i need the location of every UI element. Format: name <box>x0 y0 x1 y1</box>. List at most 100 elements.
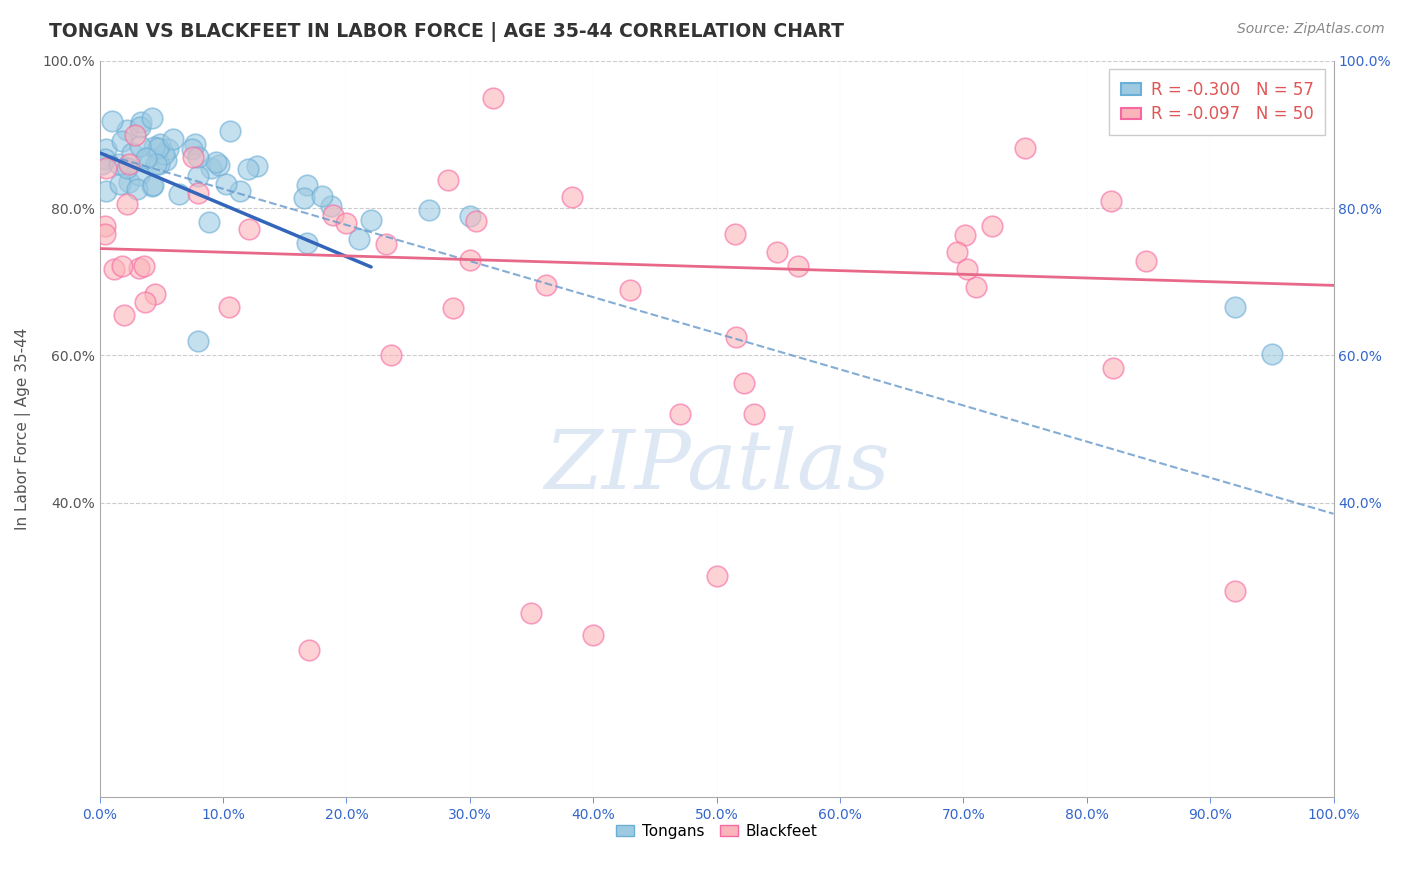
Point <box>152 147 174 161</box>
Point <box>458 209 481 223</box>
Point <box>766 245 789 260</box>
Point <box>723 227 745 242</box>
Point <box>146 140 169 154</box>
Point <box>236 161 259 176</box>
Point <box>187 150 209 164</box>
Point <box>112 309 135 323</box>
Point <box>135 151 157 165</box>
Point <box>181 150 204 164</box>
Point <box>458 252 481 267</box>
Point <box>956 261 979 276</box>
Point <box>482 91 505 105</box>
Text: TONGAN VS BLACKFEET IN LABOR FORCE | AGE 35-44 CORRELATION CHART: TONGAN VS BLACKFEET IN LABOR FORCE | AGE… <box>49 22 844 42</box>
Legend: Tongans, Blackfeet: Tongans, Blackfeet <box>610 818 824 845</box>
Point <box>111 134 134 148</box>
Point <box>1135 253 1157 268</box>
Point <box>115 122 138 136</box>
Point <box>706 569 728 583</box>
Point <box>238 222 260 236</box>
Point <box>534 278 557 293</box>
Point <box>520 606 543 620</box>
Point <box>145 157 167 171</box>
Point <box>142 178 165 193</box>
Point <box>138 149 160 163</box>
Point <box>295 178 318 192</box>
Point <box>965 280 987 294</box>
Point <box>128 139 150 153</box>
Point <box>208 158 231 172</box>
Point <box>187 334 209 348</box>
Point <box>101 113 124 128</box>
Point <box>1223 584 1246 599</box>
Point <box>121 146 143 161</box>
Point <box>128 260 150 275</box>
Point <box>219 124 242 138</box>
Point <box>464 214 486 228</box>
Point <box>215 177 238 191</box>
Point <box>141 111 163 125</box>
Point <box>111 259 134 273</box>
Point <box>127 182 149 196</box>
Point <box>124 128 146 142</box>
Point <box>184 136 207 151</box>
Point <box>724 330 747 344</box>
Point <box>229 184 252 198</box>
Point <box>1014 141 1036 155</box>
Point <box>298 643 321 657</box>
Point <box>311 189 333 203</box>
Point <box>96 161 118 176</box>
Point <box>103 262 125 277</box>
Point <box>93 227 115 241</box>
Text: Source: ZipAtlas.com: Source: ZipAtlas.com <box>1237 22 1385 37</box>
Point <box>668 407 690 421</box>
Point <box>205 154 228 169</box>
Point <box>118 175 141 189</box>
Point <box>94 184 117 198</box>
Point <box>94 153 117 167</box>
Text: ZIPatlas: ZIPatlas <box>544 425 890 506</box>
Point <box>118 157 141 171</box>
Point <box>619 283 641 297</box>
Point <box>380 349 402 363</box>
Point <box>955 227 977 242</box>
Point <box>335 216 357 230</box>
Point <box>162 132 184 146</box>
Point <box>787 259 810 273</box>
Point <box>108 157 131 171</box>
Point <box>946 244 969 259</box>
Point <box>129 115 152 129</box>
Point <box>1261 347 1284 361</box>
Point <box>148 157 170 171</box>
Point <box>1223 300 1246 314</box>
Point <box>295 236 318 251</box>
Point <box>187 169 209 183</box>
Point <box>141 179 163 194</box>
Point <box>347 232 370 246</box>
Point <box>134 294 156 309</box>
Point <box>1102 360 1125 375</box>
Point <box>143 140 166 154</box>
Point <box>437 173 460 187</box>
Point <box>110 178 132 192</box>
Point <box>218 300 240 314</box>
Y-axis label: In Labor Force | Age 35-44: In Labor Force | Age 35-44 <box>15 328 31 530</box>
Point <box>980 219 1002 234</box>
Point <box>418 202 440 217</box>
Point <box>198 215 221 229</box>
Point <box>733 376 755 390</box>
Point <box>360 213 382 227</box>
Point <box>187 186 209 201</box>
Point <box>155 153 177 167</box>
Point <box>1099 194 1122 209</box>
Point <box>115 197 138 211</box>
Point <box>322 209 344 223</box>
Point <box>319 199 342 213</box>
Point <box>582 628 605 642</box>
Point <box>561 190 583 204</box>
Point <box>292 191 315 205</box>
Point <box>149 136 172 151</box>
Point <box>167 186 190 201</box>
Point <box>742 407 765 421</box>
Point <box>181 142 204 156</box>
Point <box>134 260 156 274</box>
